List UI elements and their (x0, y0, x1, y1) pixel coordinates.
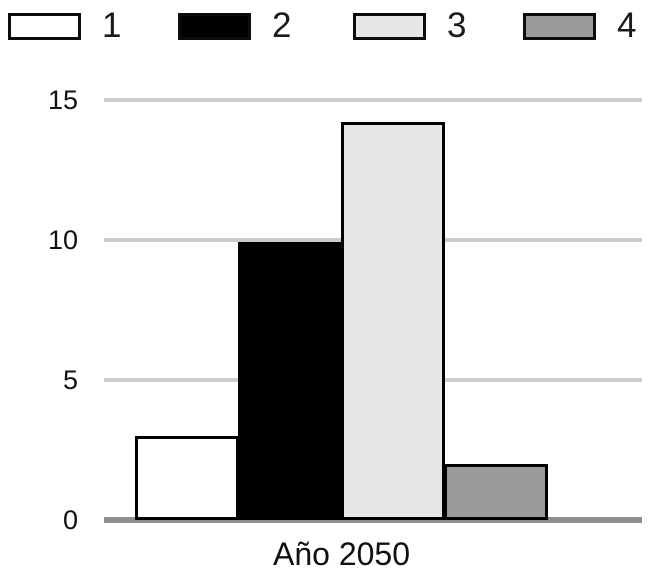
legend-swatch (353, 12, 426, 40)
gridline (104, 97, 642, 102)
legend-item-label: 1 (102, 6, 122, 45)
legend-swatch (523, 12, 596, 40)
legend-item-label: 2 (272, 6, 292, 45)
y-axis-tick-label: 10 (47, 224, 78, 255)
legend-swatch (8, 12, 81, 40)
chart-legend: 1 2 3 4 (0, 0, 661, 52)
legend-item: 3 (353, 8, 466, 44)
legend-item-label: 3 (447, 6, 467, 45)
bar-series-4 (444, 463, 548, 520)
y-axis-tick-label: 0 (62, 505, 78, 535)
legend-item: 4 (523, 8, 636, 44)
x-axis-label: Año 2050 (272, 536, 410, 572)
legend-item: 1 (8, 8, 121, 44)
y-axis-tick-label: 15 (47, 84, 78, 115)
y-axis-tick-label: 5 (62, 364, 78, 395)
bar-series-1 (135, 435, 239, 520)
bar-series-2 (238, 242, 342, 520)
legend-swatch (178, 12, 251, 40)
legend-item: 2 (178, 8, 291, 44)
legend-item-label: 4 (617, 6, 637, 45)
bar-series-3 (341, 121, 445, 520)
x-axis-line (104, 517, 642, 523)
